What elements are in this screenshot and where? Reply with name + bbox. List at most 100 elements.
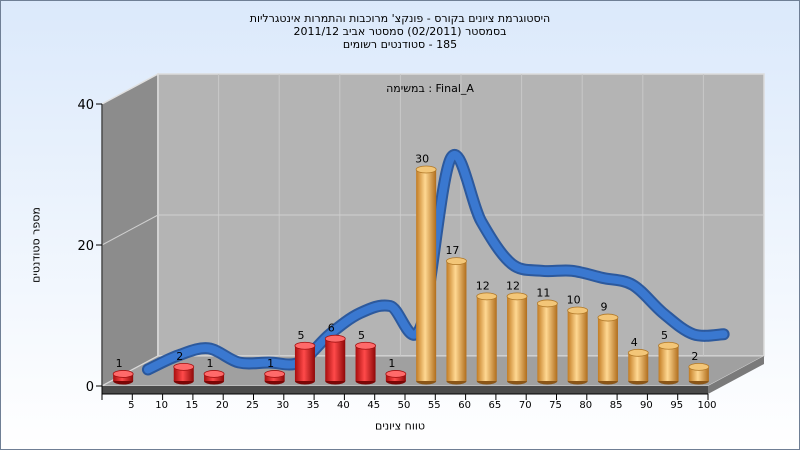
- bar-body: [294, 345, 315, 381]
- bar-50: 1: [385, 357, 407, 385]
- x-axis-label: טווח ציונים: [375, 419, 425, 433]
- chart-subtitle-students: 185 - סטודנטים רשומים: [342, 38, 458, 51]
- bar-top: [385, 370, 407, 378]
- grid-line-left: [101, 214, 159, 246]
- bar-90: 4: [627, 336, 649, 385]
- bar-value-label: 9: [600, 301, 607, 314]
- bar-value-label: 5: [358, 329, 365, 342]
- bar-value-label: 4: [631, 336, 638, 349]
- bar-body: [476, 296, 497, 381]
- bar-35: 5: [294, 329, 316, 385]
- bar-30: 1: [264, 357, 286, 385]
- x-tick-label: 75: [549, 400, 562, 411]
- x-tick-label: 45: [367, 400, 380, 411]
- bar-40: 6: [324, 322, 346, 385]
- bar-value-label: 12: [476, 279, 490, 292]
- bar-value-label: 2: [176, 350, 183, 363]
- bar-body: [325, 338, 346, 381]
- bar-top: [627, 348, 649, 357]
- bar-top: [567, 306, 589, 315]
- x-tick-label: 15: [186, 400, 199, 411]
- x-tick-label: 70: [519, 400, 532, 411]
- bar-75: 11: [536, 286, 558, 385]
- x-tick-label: 65: [489, 400, 502, 411]
- floor-side-edge: [708, 356, 764, 394]
- bar-top: [355, 341, 376, 350]
- bar-85: 9: [597, 301, 619, 385]
- bar-body: [658, 345, 679, 381]
- bar-body: [173, 366, 194, 381]
- bar-top: [688, 362, 710, 371]
- bar-top: [658, 341, 679, 350]
- y-tick-label: 20: [77, 239, 94, 254]
- bar-top: [597, 313, 619, 322]
- x-tick-label: 40: [337, 400, 350, 411]
- bar-top: [294, 341, 316, 350]
- chart-annotation: במשימה : Final_A: [386, 82, 474, 95]
- bar-80: 10: [567, 294, 589, 385]
- bar-value-label: 1: [207, 357, 214, 370]
- x-tick-label: 30: [276, 400, 289, 411]
- distribution-curve: [143, 151, 728, 374]
- bar-15: 2: [173, 350, 195, 385]
- x-tick-label: 100: [697, 400, 716, 411]
- x-tick-label: 25: [246, 400, 259, 411]
- x-tick-label: 5: [128, 400, 134, 411]
- bar-body: [688, 366, 709, 381]
- bar-body: [446, 261, 467, 381]
- bar-body: [567, 310, 588, 381]
- chart-subtitle-semester: בסמסטר (02/2011) סמסטר אביב 2011/12: [293, 25, 507, 38]
- bar-value-label: 1: [116, 357, 123, 370]
- bar-body: [507, 296, 528, 381]
- bar-top: [173, 362, 195, 371]
- x-tick-label: 90: [640, 400, 653, 411]
- bar-top: [415, 165, 437, 174]
- bar-top: [446, 257, 467, 266]
- x-tick-label: 35: [307, 400, 320, 411]
- bar-top: [203, 370, 225, 378]
- x-tick-label: 50: [398, 400, 411, 411]
- bar-value-label: 1: [267, 357, 274, 370]
- y-tick-label: 40: [77, 98, 94, 113]
- floor-front-edge: [102, 386, 708, 394]
- bar-5: 1: [112, 357, 134, 385]
- bar-top: [536, 299, 558, 308]
- x-tick-label: 85: [610, 400, 623, 411]
- bar-value-label: 5: [297, 329, 304, 342]
- x-tick-label: 20: [216, 400, 229, 411]
- bar-top: [506, 292, 528, 301]
- y-tick-label: 0: [86, 380, 94, 395]
- x-tick-label: 95: [670, 400, 683, 411]
- bar-top: [112, 370, 134, 378]
- x-tick-label: 10: [155, 400, 168, 411]
- bar-value-label: 5: [661, 329, 668, 342]
- bar-value-label: 10: [567, 294, 581, 307]
- bar-body: [597, 317, 618, 381]
- bar-55: 30: [415, 153, 437, 385]
- bar-95: 5: [658, 329, 679, 385]
- bar-value-label: 12: [506, 279, 520, 292]
- bar-top: [476, 292, 498, 301]
- bar-value-label: 6: [328, 322, 335, 335]
- bar-20: 1: [203, 357, 225, 385]
- bar-70: 12: [506, 279, 528, 385]
- x-tick-label: 60: [458, 400, 471, 411]
- bar-value-label: 17: [445, 244, 459, 257]
- chart-title: היסטוגרמת ציונים בקורס - פונקצ' מרוכבות …: [249, 12, 551, 25]
- bar-top: [264, 370, 286, 378]
- x-tick-label: 55: [428, 400, 441, 411]
- bar-100: 2: [688, 350, 710, 385]
- bar-top: [324, 334, 346, 343]
- y-axis-label: מספר סטודנטים: [29, 207, 43, 283]
- bar-45: 5: [355, 329, 376, 385]
- bar-value-label: 2: [691, 350, 698, 363]
- bar-body: [355, 345, 376, 381]
- bar-60: 17: [445, 244, 467, 385]
- bar-body: [416, 169, 437, 381]
- x-tick-label: 80: [579, 400, 592, 411]
- bar-65: 12: [476, 279, 498, 385]
- bar-value-label: 30: [415, 153, 429, 166]
- bar-body: [537, 303, 558, 381]
- bar-value-label: 11: [536, 286, 550, 299]
